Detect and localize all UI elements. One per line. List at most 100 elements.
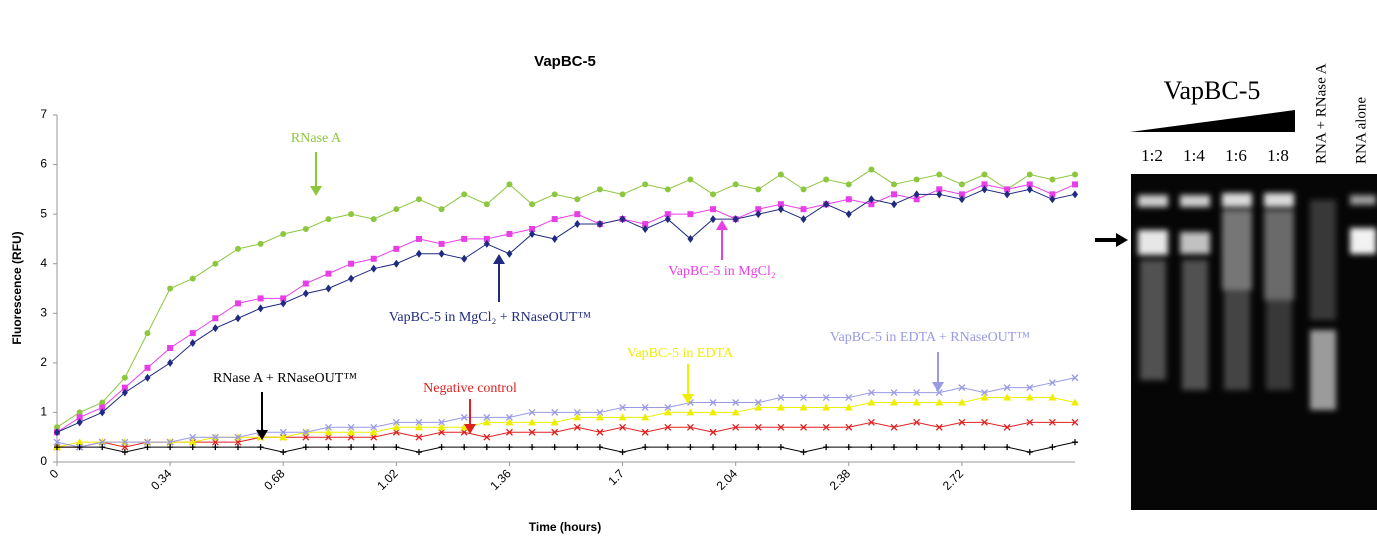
x-tick-label: 0 xyxy=(47,466,62,481)
point xyxy=(528,428,536,436)
series-label: Negative control xyxy=(423,381,517,396)
point xyxy=(845,181,852,188)
point xyxy=(912,398,921,406)
point xyxy=(822,423,830,431)
point xyxy=(936,171,943,178)
point xyxy=(596,408,604,416)
point xyxy=(414,423,423,431)
lane-label: 1:4 xyxy=(1183,146,1205,165)
series-arrowhead xyxy=(493,254,505,264)
point xyxy=(1049,191,1056,198)
point xyxy=(54,424,60,431)
y-tick-label: 7 xyxy=(40,107,47,121)
point xyxy=(574,444,581,451)
point xyxy=(981,171,988,178)
point xyxy=(573,423,581,431)
point xyxy=(1071,418,1079,426)
point xyxy=(913,196,920,203)
series xyxy=(54,439,1078,456)
point xyxy=(1026,185,1033,194)
point xyxy=(348,260,355,267)
point xyxy=(370,255,377,262)
point xyxy=(347,428,356,436)
point xyxy=(415,196,422,203)
point xyxy=(99,408,106,417)
point xyxy=(822,394,830,402)
point xyxy=(369,428,378,436)
point xyxy=(574,220,581,229)
point xyxy=(867,418,875,426)
point xyxy=(121,438,129,446)
point xyxy=(506,230,513,237)
point xyxy=(710,215,717,224)
point xyxy=(777,423,785,431)
point xyxy=(800,206,807,213)
series-label: VapBC-5 in EDTA xyxy=(627,346,734,361)
point xyxy=(347,423,355,431)
point xyxy=(868,444,875,451)
point xyxy=(891,191,898,198)
point xyxy=(393,444,400,451)
point xyxy=(913,444,920,451)
point xyxy=(280,449,287,456)
point xyxy=(528,418,537,426)
point xyxy=(415,249,422,258)
point xyxy=(54,444,60,451)
point xyxy=(144,330,151,337)
point xyxy=(642,225,649,234)
point xyxy=(529,201,536,208)
point xyxy=(1072,181,1078,188)
point xyxy=(1049,195,1056,204)
point xyxy=(823,176,830,183)
point xyxy=(212,444,219,451)
point xyxy=(415,235,422,242)
point xyxy=(664,423,672,431)
y-tick-label: 6 xyxy=(40,157,47,171)
point xyxy=(664,186,671,193)
point xyxy=(189,444,196,451)
point xyxy=(279,433,288,441)
point xyxy=(936,186,943,193)
point xyxy=(641,404,649,411)
point xyxy=(1071,374,1079,382)
point xyxy=(868,195,875,204)
point xyxy=(483,239,490,248)
point xyxy=(686,423,694,431)
point xyxy=(890,389,898,397)
point xyxy=(438,444,445,451)
point xyxy=(845,423,853,431)
point xyxy=(121,449,128,456)
gel-title: VapBC-5 xyxy=(1164,76,1261,105)
point xyxy=(777,444,784,451)
point xyxy=(664,215,671,224)
point xyxy=(800,186,807,193)
point xyxy=(1004,444,1011,451)
point xyxy=(551,234,558,243)
point xyxy=(1026,171,1033,178)
point xyxy=(189,330,196,337)
point xyxy=(370,423,378,431)
point xyxy=(234,314,241,323)
point xyxy=(393,259,400,268)
point xyxy=(913,190,920,199)
point xyxy=(642,181,649,188)
point xyxy=(551,191,558,198)
point xyxy=(167,344,174,351)
point xyxy=(687,234,694,243)
series-line xyxy=(56,168,1076,428)
point xyxy=(234,300,241,307)
series xyxy=(53,374,1079,451)
point xyxy=(505,418,514,426)
x-tick-label: 0.34 xyxy=(148,466,175,493)
point xyxy=(370,444,377,451)
point xyxy=(528,408,536,416)
point xyxy=(574,196,581,203)
point xyxy=(437,423,446,431)
point xyxy=(1003,384,1011,392)
y-tick-label: 2 xyxy=(40,355,47,369)
lane-label: 1:8 xyxy=(1267,146,1289,165)
point xyxy=(777,201,784,208)
point xyxy=(913,389,921,397)
x-tick-label: 1.02 xyxy=(374,466,401,493)
point xyxy=(732,181,739,188)
